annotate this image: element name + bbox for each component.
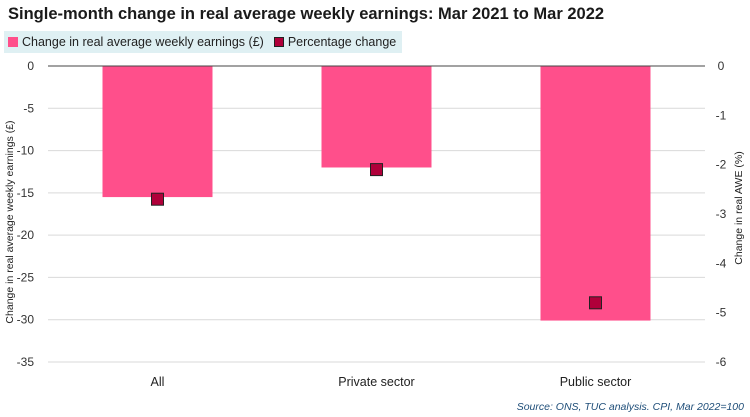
legend-swatch-percentage <box>273 37 284 47</box>
legend-label-earnings: Change in real average weekly earnings (… <box>22 35 264 49</box>
y2-tick-label: -4 <box>716 256 727 270</box>
y-tick-label: 0 <box>27 59 34 73</box>
legend: Change in real average weekly earnings (… <box>4 31 403 53</box>
x-tick-label: Private sector <box>338 375 414 389</box>
legend-item-earnings: Change in real average weekly earnings (… <box>8 35 264 49</box>
bar <box>321 66 432 168</box>
y-axis-title: Change in real average weekly earnings (… <box>4 120 16 323</box>
marker-point <box>370 163 383 177</box>
marker-point <box>589 296 602 310</box>
y2-tick-label: -1 <box>716 108 727 122</box>
y2-tick-label: -3 <box>716 207 727 221</box>
legend-label-percentage: Percentage change <box>287 35 397 49</box>
y-tick-label: -20 <box>17 228 35 242</box>
y-tick-label: -15 <box>17 186 35 200</box>
y-tick-label: -5 <box>23 101 34 115</box>
y2-tick-label: -5 <box>716 306 727 320</box>
chart-title: Single-month change in real average week… <box>8 5 605 23</box>
bar <box>102 66 213 198</box>
legend-item-percentage: Percentage change <box>273 35 397 49</box>
y2-tick-label: -2 <box>716 158 727 172</box>
source-note: Source: ONS, TUC analysis. CPI, Mar 2022… <box>516 401 744 413</box>
y2-tick-label: 0 <box>718 59 725 73</box>
bar <box>540 66 651 321</box>
y-tick-label: -10 <box>17 144 35 158</box>
y-tick-label: -35 <box>17 355 35 369</box>
y2-axis-title: Change in real AWE (%) <box>733 151 745 264</box>
y-tick-label: -25 <box>17 270 35 284</box>
x-tick-label: Public sector <box>560 375 632 389</box>
marker-point <box>151 192 164 206</box>
legend-swatch-earnings <box>8 37 18 47</box>
y2-tick-label: -6 <box>716 355 727 369</box>
x-tick-label: All <box>151 375 165 389</box>
y-tick-label: -30 <box>17 313 35 327</box>
